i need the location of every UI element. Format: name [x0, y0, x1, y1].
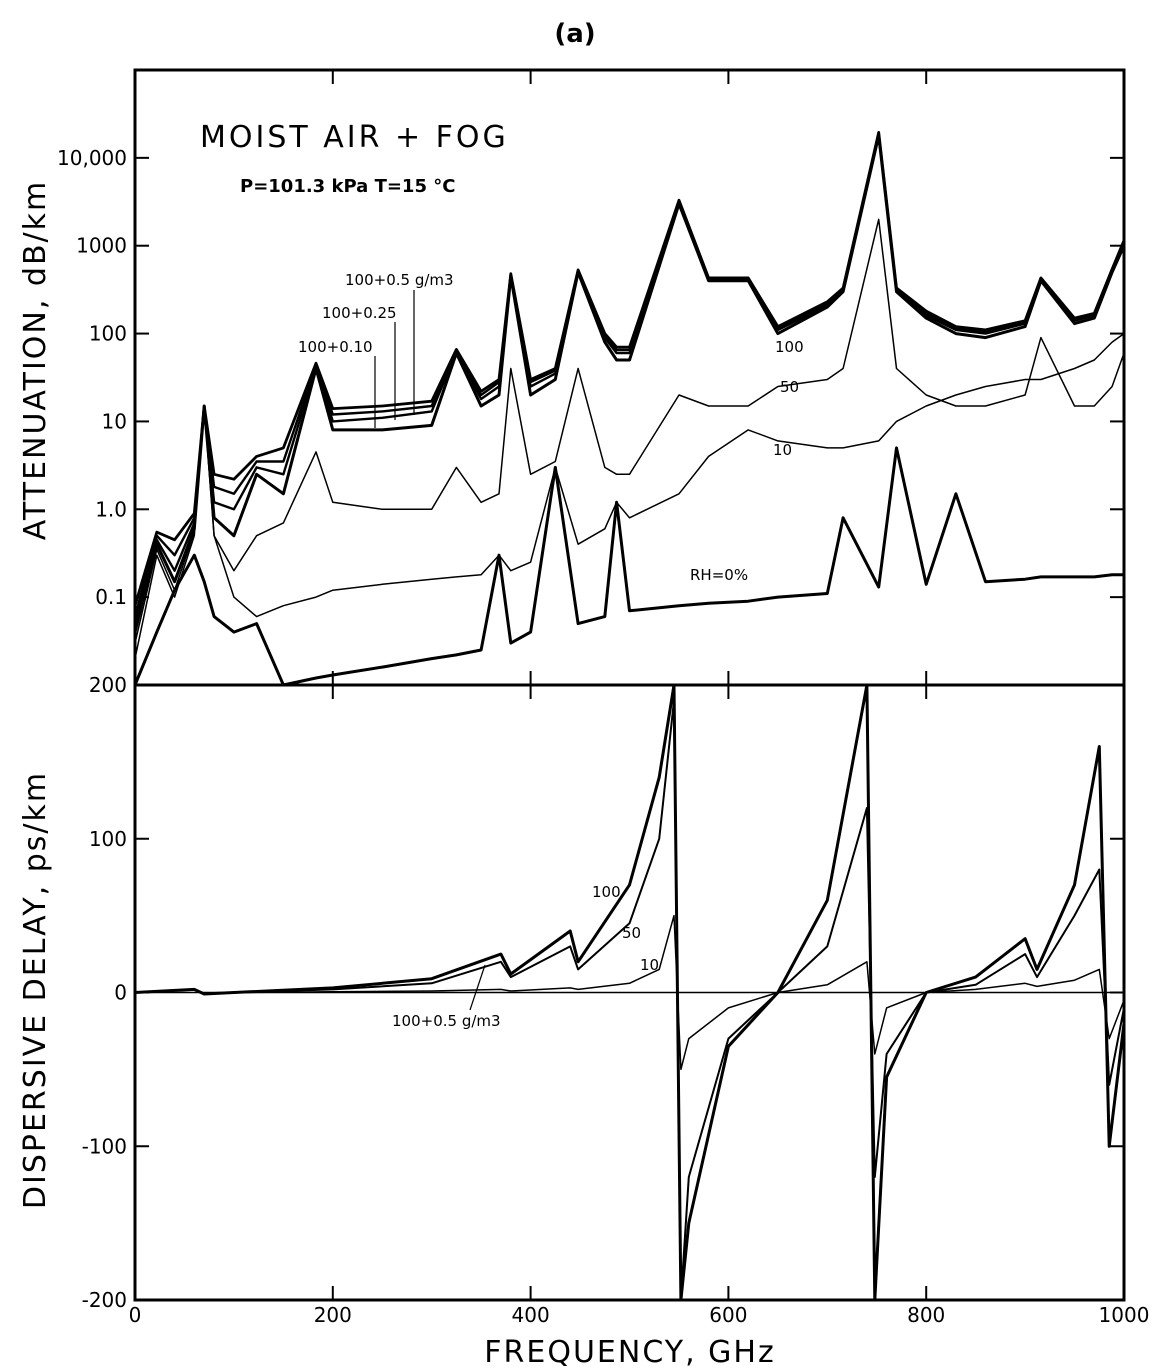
attenuation-title: MOIST AIR + FOG	[200, 120, 509, 155]
attenuation-panel-frame	[133, 68, 1126, 687]
annotation-100-0.5: 100+0.5 g/m3	[345, 271, 454, 289]
y-tick-label: -200	[82, 1288, 127, 1312]
annotation-100: 100	[775, 338, 804, 356]
delay-annotation-100-0.5: 100+0.5 g/m3	[392, 1012, 501, 1030]
attenuation-subtitle: P=101.3 kPa T=15 °C	[240, 176, 455, 197]
x-tick-label: 800	[907, 1303, 945, 1327]
delay-x-ticks: 0 200 400 600 800 1000	[129, 685, 1150, 1327]
y-tick-label: 0	[114, 981, 127, 1005]
x-tick-label: 200	[314, 1303, 352, 1327]
x-tick-label: 0	[129, 1303, 142, 1327]
delay-annotation-leader	[469, 964, 486, 1011]
y-tick-label: 200	[89, 673, 127, 697]
series-line	[133, 446, 1124, 687]
y-tick-label: 100	[89, 322, 127, 346]
annotation-rh-0: RH=0%	[690, 566, 748, 584]
y-tick-label: -100	[82, 1134, 127, 1158]
delay-annotation-50: 50	[622, 924, 641, 942]
y-tick-label: 1.0	[95, 497, 127, 521]
series-line	[133, 133, 1126, 633]
series-line	[134, 332, 1125, 659]
series-line	[134, 218, 1125, 644]
y-tick-label: 1000	[76, 234, 127, 258]
attenuation-series	[133, 131, 1126, 687]
y-tick-label: 0.1	[95, 585, 127, 609]
x-tick-label: 1000	[1099, 1303, 1150, 1327]
delay-annotation-100: 100	[592, 883, 621, 901]
delay-y-axis-label: DISPERSIVE DELAY, ps/km	[18, 771, 53, 1209]
series-line	[133, 132, 1126, 617]
annotation-10: 10	[773, 441, 792, 459]
y-tick-label: 10,000	[57, 146, 127, 170]
y-tick-label: 10	[102, 409, 127, 433]
series-line	[134, 699, 1125, 1301]
annotation-100-0.10: 100+0.10	[298, 338, 373, 356]
annotation-50: 50	[780, 378, 799, 396]
x-tick-label: 600	[709, 1303, 747, 1327]
delay-series	[134, 683, 1126, 1302]
delay-panel: -200 -100 0 100 200 0 200 400 600 800 1000 DISPER…	[18, 673, 1149, 1327]
attenuation-panel: 0.1 1.0 10 100 1000 10,000 MOIST AIR + FOG P=…	[18, 68, 1126, 687]
y-tick-label: 100	[89, 827, 127, 851]
figure-caption: (a)	[554, 19, 595, 49]
x-axis-label: FREQUENCY, GHz	[484, 1335, 775, 1370]
annotation-100-0.25: 100+0.25	[322, 304, 397, 322]
series-line	[133, 131, 1126, 607]
delay-annotation-10: 10	[640, 956, 659, 974]
series-line	[134, 914, 1125, 1071]
attenuation-y-axis-label: ATTENUATION, dB/km	[18, 180, 53, 541]
x-tick-label: 400	[512, 1303, 550, 1327]
attenuation-x-ticks	[134, 70, 1125, 685]
series-line	[134, 683, 1126, 1302]
attenuation-y-ticks: 0.1 1.0 10 100 1000 10,000	[57, 146, 1124, 609]
